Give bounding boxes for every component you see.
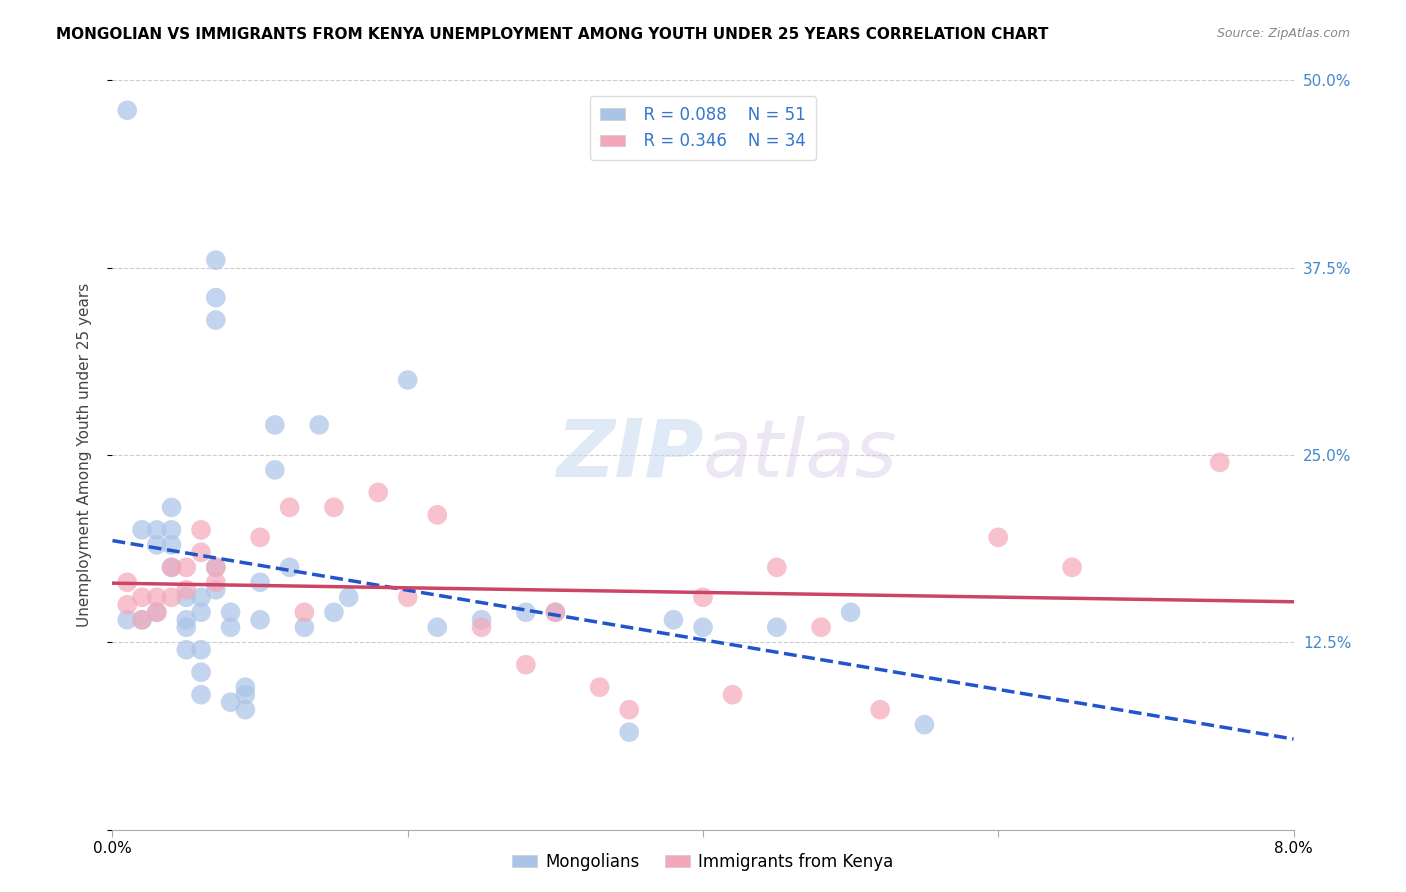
Legend:   R = 0.088    N = 51,   R = 0.346    N = 34: R = 0.088 N = 51, R = 0.346 N = 34 [591,96,815,161]
Point [292,605,315,619]
Point [146,538,169,552]
Point [205,253,228,268]
Point [131,613,153,627]
Point [471,613,494,627]
Point [146,605,169,619]
Point [190,591,212,605]
Point [233,688,256,702]
Point [174,582,197,597]
Point [233,703,256,717]
Point [174,620,197,634]
Point [337,591,360,605]
Point [264,463,287,477]
Point [174,642,197,657]
Legend: Mongolians, Immigrants from Kenya: Mongolians, Immigrants from Kenya [505,845,901,880]
Point [219,695,242,709]
Point [190,605,212,619]
Point [160,500,183,515]
Point [292,620,315,634]
Point [205,291,228,305]
Point [117,575,138,590]
Point [160,560,183,574]
Point [131,613,153,627]
Text: MONGOLIAN VS IMMIGRANTS FROM KENYA UNEMPLOYMENT AMONG YOUTH UNDER 25 YEARS CORRE: MONGOLIAN VS IMMIGRANTS FROM KENYA UNEMP… [56,27,1049,42]
Point [1062,560,1084,574]
Point [426,620,449,634]
Point [160,538,183,552]
Point [308,417,330,432]
Point [219,605,242,619]
Point [205,575,228,590]
Point [146,523,169,537]
Point [117,598,138,612]
Point [544,605,567,619]
Point [131,591,153,605]
Point [190,642,212,657]
Text: Source: ZipAtlas.com: Source: ZipAtlas.com [1216,27,1350,40]
Point [117,613,138,627]
Point [174,613,197,627]
Point [323,605,346,619]
Point [264,417,287,432]
Point [662,613,685,627]
Point [278,500,301,515]
Point [839,605,862,619]
Point [249,613,271,627]
Point [131,523,153,537]
Point [914,717,936,731]
Text: atlas: atlas [703,416,898,494]
Point [426,508,449,522]
Point [174,560,197,574]
Point [544,605,567,619]
Point [367,485,389,500]
Point [987,530,1010,544]
Point [219,620,242,634]
Point [588,680,610,694]
Point [190,665,212,680]
Text: ZIP: ZIP [555,416,703,494]
Y-axis label: Unemployment Among Youth under 25 years: Unemployment Among Youth under 25 years [77,283,91,627]
Point [205,560,228,574]
Point [810,620,832,634]
Point [278,560,301,574]
Point [692,591,714,605]
Point [721,688,744,702]
Point [160,523,183,537]
Point [515,605,537,619]
Point [146,591,169,605]
Point [249,530,271,544]
Point [396,591,419,605]
Point [190,523,212,537]
Point [205,582,228,597]
Point [249,575,271,590]
Point [117,103,138,118]
Point [205,313,228,327]
Point [619,703,641,717]
Point [174,591,197,605]
Point [233,680,256,694]
Point [1208,455,1232,469]
Point [146,605,169,619]
Point [190,688,212,702]
Point [619,725,641,739]
Point [869,703,891,717]
Point [471,620,494,634]
Point [765,560,787,574]
Point [160,560,183,574]
Point [765,620,787,634]
Point [205,560,228,574]
Point [396,373,419,387]
Point [323,500,346,515]
Point [160,591,183,605]
Point [692,620,714,634]
Point [515,657,537,672]
Point [190,545,212,559]
